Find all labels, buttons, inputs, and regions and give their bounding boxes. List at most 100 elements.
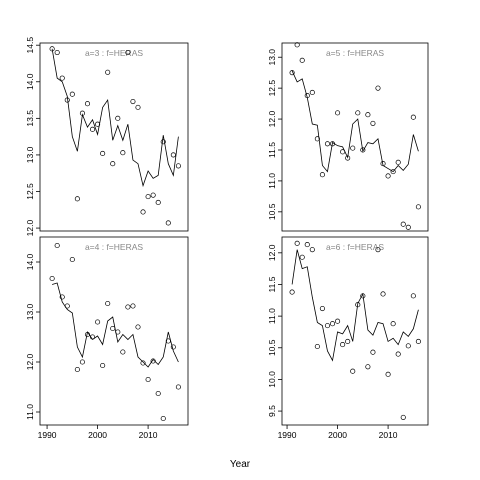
data-point xyxy=(125,304,131,310)
data-point xyxy=(120,150,126,156)
data-point xyxy=(110,161,116,167)
data-point xyxy=(115,115,121,121)
data-point xyxy=(140,209,146,215)
data-point xyxy=(120,349,126,355)
data-point xyxy=(350,145,356,151)
plot-frame xyxy=(39,236,189,426)
data-point xyxy=(375,85,381,91)
plot-frame xyxy=(281,42,429,232)
data-point xyxy=(74,366,80,373)
y-tick-label: 12.0 xyxy=(25,353,35,370)
y-tick-label: 11.0 xyxy=(267,173,277,189)
panel-title: a=3 : f=HERAS xyxy=(85,48,143,58)
fitted-line xyxy=(291,249,419,362)
data-point xyxy=(355,110,361,116)
data-point xyxy=(400,414,406,420)
data-point xyxy=(140,360,146,366)
data-point xyxy=(319,305,325,312)
data-point xyxy=(145,194,151,200)
data-point xyxy=(160,415,166,422)
panel-title: a=6 : f=HERAS xyxy=(326,242,384,252)
y-tick-label: 9.5 xyxy=(267,405,277,417)
data-point xyxy=(89,126,96,132)
y-tick-label: 13.0 xyxy=(25,146,35,163)
data-point xyxy=(415,338,421,344)
data-point xyxy=(105,300,111,307)
data-point xyxy=(340,342,346,348)
fitted-line xyxy=(52,282,179,368)
x-tick-label: 2000 xyxy=(88,430,107,440)
data-point xyxy=(294,42,300,48)
data-point xyxy=(314,343,320,350)
plot-frame xyxy=(39,42,189,232)
data-point xyxy=(160,139,166,145)
data-point xyxy=(380,291,386,297)
data-point xyxy=(324,323,331,329)
data-point xyxy=(289,70,295,76)
data-point xyxy=(329,321,336,327)
data-point xyxy=(360,147,366,153)
data-point xyxy=(370,349,376,355)
data-point xyxy=(314,136,320,142)
data-point xyxy=(299,57,305,63)
y-tick-label: 12.5 xyxy=(267,80,277,97)
y-tick-label: 11.0 xyxy=(25,404,35,420)
y-tick-label: 11.5 xyxy=(267,142,277,158)
y-tick-label: 14.0 xyxy=(25,73,35,90)
data-point xyxy=(69,256,75,263)
data-point xyxy=(299,254,305,260)
data-point xyxy=(304,242,310,248)
data-point xyxy=(54,49,60,56)
data-point xyxy=(345,338,351,344)
y-tick-label: 12.0 xyxy=(267,111,277,128)
y-tick-label: 12.0 xyxy=(25,220,35,237)
x-tick-label: 2010 xyxy=(379,430,398,440)
data-point xyxy=(125,49,131,56)
data-point xyxy=(74,196,80,202)
y-tick-label: 14.5 xyxy=(25,37,35,54)
data-point xyxy=(410,293,416,299)
data-point xyxy=(69,91,75,97)
data-point xyxy=(294,240,300,246)
data-point xyxy=(110,325,116,332)
data-point xyxy=(410,114,416,120)
data-point xyxy=(309,89,315,96)
data-point xyxy=(155,390,161,397)
data-point xyxy=(170,152,176,158)
data-point xyxy=(324,141,331,147)
fitted-line xyxy=(51,48,179,188)
data-point xyxy=(355,302,361,308)
panel-title: a=4 : f=HERAS xyxy=(85,242,143,252)
data-point xyxy=(390,321,396,327)
data-point xyxy=(100,150,106,157)
y-tick-label: 13.5 xyxy=(25,110,35,127)
data-point xyxy=(135,324,141,330)
data-point xyxy=(370,120,376,126)
data-point xyxy=(135,104,141,110)
fitted-line xyxy=(291,70,419,173)
data-point xyxy=(59,294,65,300)
data-point xyxy=(375,247,381,253)
data-point xyxy=(175,163,181,169)
y-tick-label: 14.0 xyxy=(25,253,35,270)
y-tick-label: 10.5 xyxy=(267,203,277,220)
data-point xyxy=(95,319,101,325)
data-point xyxy=(405,224,411,230)
plot-frame xyxy=(281,236,429,426)
data-point xyxy=(335,318,341,324)
data-point xyxy=(319,172,325,178)
data-point xyxy=(175,384,181,390)
y-tick-label: 12.5 xyxy=(25,183,35,200)
y-tick-label: 12.0 xyxy=(267,244,277,261)
x-tick-label: 2010 xyxy=(139,430,158,440)
data-point xyxy=(309,247,315,253)
data-point xyxy=(405,343,411,349)
data-point xyxy=(390,169,396,175)
data-point xyxy=(385,173,391,179)
y-tick-label: 11.0 xyxy=(267,308,277,324)
y-tick-label: 13.0 xyxy=(267,49,277,66)
data-point xyxy=(335,110,341,116)
data-point xyxy=(130,303,136,309)
data-point xyxy=(100,362,106,369)
